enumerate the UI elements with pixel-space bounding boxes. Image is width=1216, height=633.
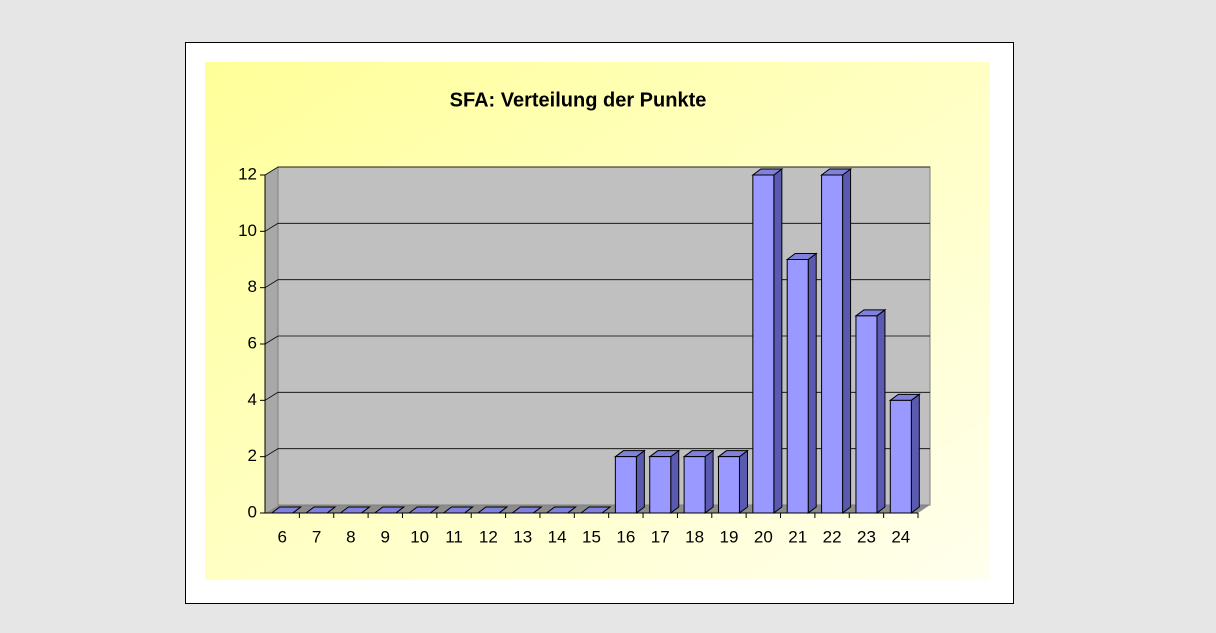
bar-face [670, 449, 680, 514]
bar-face [842, 168, 852, 514]
y-tick-label: 8 [248, 277, 257, 296]
bar-face [773, 168, 783, 514]
bar-face [821, 174, 844, 514]
bar-face [683, 456, 706, 514]
chart-title: SFA: Verteilung der Punkte [450, 89, 707, 111]
x-tick-label: 18 [685, 527, 704, 546]
bar [338, 506, 371, 514]
bar-face [510, 506, 543, 514]
grid-line [264, 222, 930, 232]
bar-face [786, 259, 809, 514]
bar-face [738, 449, 748, 514]
bar-face [373, 506, 406, 514]
bar-face [635, 449, 645, 514]
bar-face [407, 506, 440, 514]
x-tick-label: 11 [445, 527, 463, 546]
bar-face [889, 399, 912, 514]
bar [854, 308, 887, 514]
x-tick-label: 12 [479, 527, 498, 546]
bar-face [876, 308, 886, 514]
y-tick-label: 0 [248, 502, 257, 521]
x-tick-label: 20 [754, 527, 773, 546]
bar [785, 252, 818, 514]
bar-face [807, 252, 817, 514]
bar-face [717, 456, 740, 514]
x-tick-label: 7 [312, 527, 321, 546]
bar-face [855, 315, 878, 514]
bar [476, 506, 509, 514]
x-tick-label: 8 [346, 527, 355, 546]
grid-line [264, 279, 930, 289]
bar-face [270, 506, 303, 514]
bar [716, 449, 749, 514]
x-tick-label: 16 [616, 527, 635, 546]
bar-face [304, 506, 337, 514]
x-tick-label: 23 [857, 527, 876, 546]
bar-face [910, 393, 920, 514]
bar [510, 506, 543, 514]
grid-line [264, 166, 930, 176]
bar [820, 168, 853, 514]
bar-face [614, 456, 637, 514]
y-tick-label: 12 [238, 164, 257, 183]
bar [682, 449, 715, 514]
x-tick-label: 15 [582, 527, 601, 546]
y-tick-label: 6 [248, 333, 257, 352]
x-tick-label: 24 [891, 527, 910, 546]
grid-line [264, 448, 930, 458]
bar-face [579, 506, 612, 514]
bar [407, 506, 440, 514]
bar-face [338, 506, 371, 514]
bar-face [476, 506, 509, 514]
bar [270, 506, 303, 514]
x-tick-label: 14 [548, 527, 567, 546]
x-tick-label: 21 [788, 527, 807, 546]
bar [648, 449, 681, 514]
grid-line [264, 335, 930, 345]
bar-face [545, 506, 578, 514]
x-tick-label: 13 [513, 527, 532, 546]
y-tick-label: 10 [238, 221, 257, 240]
bar [373, 506, 406, 514]
bar [545, 506, 578, 514]
bar [442, 506, 475, 514]
y-tick-label: 4 [248, 390, 257, 409]
bar [888, 393, 921, 514]
x-tick-label: 6 [277, 527, 286, 546]
bar-face [649, 456, 672, 514]
bar-face [704, 449, 714, 514]
bar-face [442, 506, 475, 514]
y-tick-label: 2 [248, 446, 257, 465]
x-tick-label: 19 [720, 527, 739, 546]
bar [304, 506, 337, 514]
bar [751, 168, 784, 514]
bar-face [752, 174, 775, 514]
bar [613, 449, 646, 514]
x-tick-label: 9 [381, 527, 390, 546]
bar [579, 506, 612, 514]
x-tick-label: 17 [651, 527, 670, 546]
grid-line [264, 391, 930, 401]
x-tick-label: 10 [410, 527, 429, 546]
x-tick-label: 22 [823, 527, 842, 546]
